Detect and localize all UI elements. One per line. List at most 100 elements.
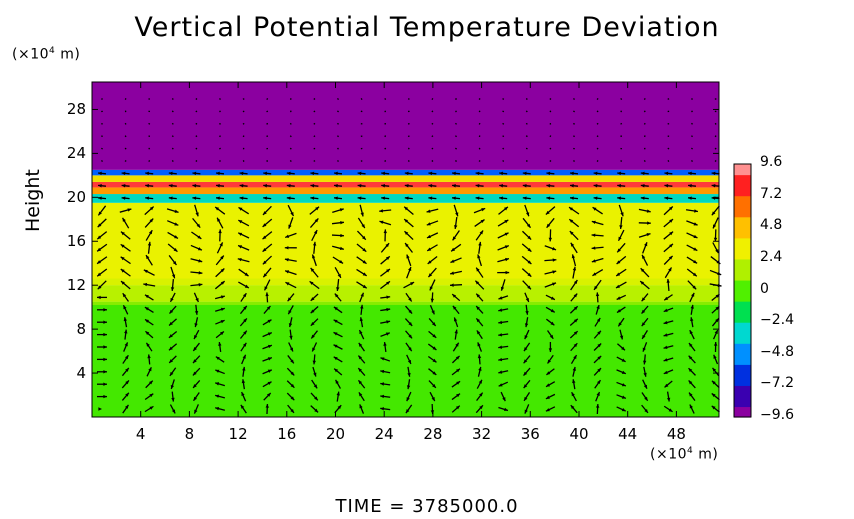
wind-arrowhead [451,247,456,252]
wind-arrowhead [569,207,573,211]
wind-arrowhead [97,260,102,264]
wind-arrow [219,98,221,100]
wind-arrowhead [380,369,385,374]
wind-arrowhead [263,171,267,176]
wind-arrowhead [569,219,574,223]
wind-arrowhead [717,283,722,288]
colorbar-cell [734,364,751,371]
wind-arrowhead [169,359,174,363]
wind-arrowhead [334,171,338,176]
wind-arrowhead [452,171,456,176]
wind-arrowhead [663,370,668,374]
wind-arrowhead [215,382,220,386]
wind-arrowhead [197,235,202,239]
wind-arrow [478,147,481,150]
wind-arrowhead [573,343,578,348]
wind-arrowhead [505,257,509,262]
wind-arrow [195,160,198,162]
wind-arrow [407,135,410,138]
wind-arrowhead [198,283,203,287]
wind-arrowhead [454,329,458,334]
wind-arrowhead [499,184,503,188]
wind-arrowhead [644,242,648,247]
wind-arrowhead [310,184,315,188]
wind-arrow [266,110,269,113]
wind-arrowhead [358,392,363,397]
wind-arrowhead [573,280,578,284]
wind-arrowhead [192,196,197,200]
wind-arrowhead [385,243,390,248]
wind-arrowhead [379,220,384,224]
colorbar-cell [734,311,751,318]
wind-arrowhead [97,295,101,300]
wind-arrowhead [527,260,532,265]
wind-arrowhead [476,306,480,310]
wind-arrowhead [572,266,577,271]
colorbar-cell [734,179,751,186]
wind-arrowhead [125,380,129,385]
wind-arrowhead [428,184,433,188]
wind-arrowhead [664,296,669,301]
wind-arrowhead [552,246,557,251]
wind-arrowhead [238,245,243,249]
wind-arrowhead [168,171,173,176]
wind-arrowhead [149,393,154,398]
wind-arrowhead [546,223,551,228]
wind-arrow [337,110,339,113]
wind-arrow [431,110,434,113]
wind-arrowhead [475,171,480,176]
wind-arrowhead [404,231,409,235]
wind-arrowhead [340,221,344,225]
wind-arrowhead [239,184,244,188]
wind-arrowhead [267,344,272,349]
field-band-6 [92,175,719,182]
wind-arrow [643,110,646,113]
wind-arrowhead [386,320,391,324]
wind-arrowhead [453,317,458,322]
wind-arrowhead [383,342,387,346]
wind-arrowhead [267,369,272,373]
plot-frame [91,81,720,418]
wind-arrowhead [290,211,294,216]
wind-arrowhead [334,196,338,200]
colorbar-cell [734,232,751,239]
wind-arrowhead [98,171,102,176]
wind-arrowhead [504,232,509,236]
wind-arrowhead [383,229,387,234]
wind-arrowhead [525,298,529,303]
wind-arrowhead [385,332,390,336]
wind-arrow [431,147,434,150]
wind-arrow [455,110,457,113]
wind-arrow [171,110,174,113]
wind-arrowhead [215,407,220,411]
wind-arrowhead [146,342,150,347]
wind-arrow [148,122,151,125]
wind-arrowhead [123,305,127,310]
wind-arrowhead [241,379,246,384]
wind-arrowhead [310,321,315,326]
wind-arrowhead [124,404,129,409]
wind-arrow [171,122,174,125]
wind-arrowhead [693,222,698,226]
wind-arrow [667,147,670,150]
wind-arrowhead [552,258,557,262]
wind-arrowhead [664,171,669,176]
wind-arrowhead [290,371,295,376]
colorbar-cell [734,164,751,170]
colorbar-cell [734,211,751,218]
wind-arrow [101,147,103,150]
wind-arrowhead [545,210,550,215]
wind-arrow [596,135,599,138]
wind-arrowhead [312,241,317,246]
wind-arrowhead [621,358,626,362]
wind-arrowhead [359,404,363,409]
wind-arrowhead [97,235,102,240]
wind-arrowhead [456,381,461,385]
wind-arrowhead [120,231,125,236]
wind-arrowhead [174,222,179,226]
wind-arrowhead [333,356,338,361]
wind-arrowhead [289,347,293,352]
wind-arrowhead [546,371,551,375]
wind-arrowhead [663,333,668,337]
